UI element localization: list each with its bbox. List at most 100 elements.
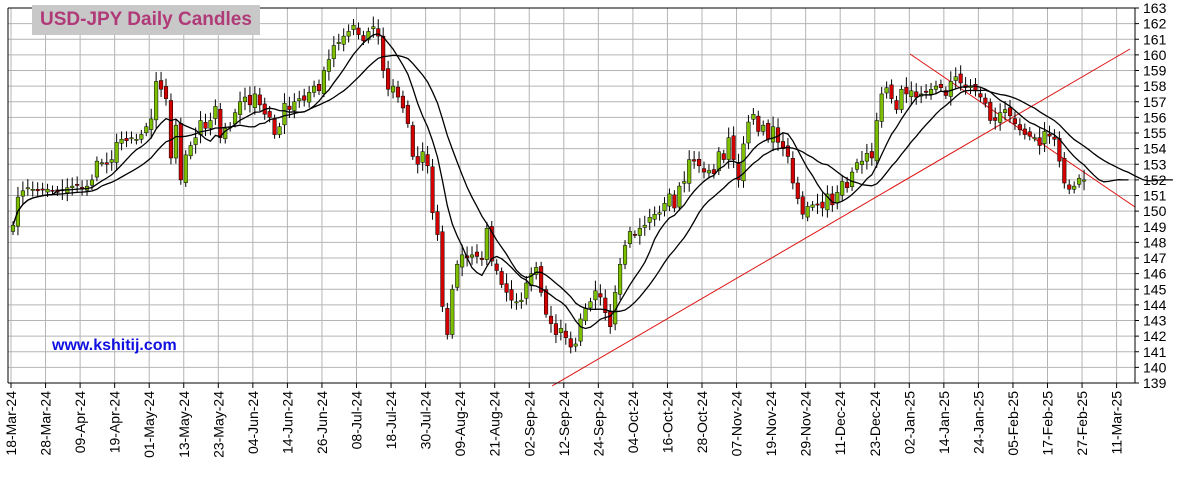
candle-body bbox=[489, 226, 494, 262]
candle-body bbox=[627, 231, 633, 244]
candle-body bbox=[154, 81, 159, 121]
y-tick-label: 143 bbox=[1143, 313, 1167, 329]
x-tick-label: 27-Feb-25 bbox=[1074, 391, 1090, 456]
trendline bbox=[909, 53, 1136, 208]
candle-body bbox=[894, 100, 899, 110]
candle-body bbox=[958, 73, 963, 84]
x-tick-label: 29-Nov-24 bbox=[798, 391, 814, 457]
candle-body bbox=[1062, 158, 1067, 184]
candle-body bbox=[830, 193, 835, 206]
candle-body bbox=[751, 114, 756, 120]
candle-body bbox=[573, 343, 578, 347]
candle-body bbox=[746, 121, 751, 144]
candle-body bbox=[10, 224, 16, 232]
candle-body bbox=[943, 90, 948, 96]
x-tick-label: 07-Nov-24 bbox=[729, 391, 745, 457]
candle-body bbox=[479, 258, 484, 260]
x-tick-label: 04-Jun-24 bbox=[245, 391, 261, 454]
x-axis-tick-labels: 18-Mar-24 28-Mar-24 09-Apr-24 19-Apr-24 01-M… bbox=[3, 383, 1125, 458]
y-tick-label: 156 bbox=[1143, 109, 1167, 125]
candle-body bbox=[785, 145, 790, 157]
candle-body bbox=[588, 301, 593, 309]
trendline bbox=[551, 48, 1131, 387]
candle-body bbox=[736, 162, 741, 181]
y-tick-label: 141 bbox=[1143, 344, 1167, 360]
candle-body bbox=[1042, 131, 1047, 144]
candle-body bbox=[415, 156, 420, 165]
candle-body bbox=[119, 139, 124, 144]
candle-body bbox=[711, 169, 716, 174]
candle-body bbox=[553, 323, 558, 335]
candle-body bbox=[395, 86, 401, 98]
candle-body bbox=[35, 189, 40, 192]
candle-body bbox=[632, 234, 637, 236]
candle-body bbox=[899, 89, 904, 110]
candle-body bbox=[766, 123, 771, 140]
site-watermark-link[interactable]: www.kshitij.com bbox=[52, 337, 177, 354]
candle-body bbox=[134, 139, 139, 141]
candle-body bbox=[642, 224, 647, 228]
candle-body bbox=[1047, 134, 1052, 137]
candle-body bbox=[302, 95, 307, 101]
candle-body bbox=[70, 185, 75, 188]
candle-body bbox=[578, 318, 583, 342]
candle-body bbox=[667, 193, 672, 207]
y-tick-label: 144 bbox=[1143, 297, 1167, 313]
candle-body bbox=[267, 111, 272, 118]
x-tick-label: 18-Jul-24 bbox=[383, 391, 399, 450]
candle-body bbox=[237, 101, 243, 115]
candle-body bbox=[94, 160, 99, 178]
y-tick-label: 160 bbox=[1143, 47, 1167, 63]
candle-body bbox=[75, 184, 80, 186]
candle-body bbox=[805, 206, 810, 218]
candle-body bbox=[40, 188, 45, 191]
x-tick-label: 19-Nov-24 bbox=[763, 391, 779, 457]
candle-body bbox=[1007, 107, 1013, 117]
candle-body bbox=[558, 328, 563, 333]
candle-body bbox=[1017, 124, 1022, 131]
candle-body bbox=[376, 28, 381, 37]
candle-body bbox=[938, 84, 943, 88]
candle-body bbox=[312, 85, 317, 93]
candle-body bbox=[1032, 137, 1037, 140]
x-tick-label: 02-Sep-24 bbox=[521, 391, 537, 457]
trendlines bbox=[551, 48, 1136, 387]
candle-body bbox=[1037, 137, 1042, 146]
candle-body bbox=[410, 125, 415, 157]
x-tick-label: 11-Dec-24 bbox=[832, 391, 848, 456]
candle-body bbox=[593, 290, 598, 301]
y-tick-label: 146 bbox=[1143, 266, 1167, 282]
candle-body bbox=[519, 299, 524, 302]
candle-body bbox=[178, 123, 183, 181]
candle-body bbox=[114, 142, 119, 163]
candle-body bbox=[583, 307, 588, 322]
candle-body bbox=[455, 264, 460, 288]
x-tick-label: 28-Mar-24 bbox=[38, 391, 54, 456]
candle-body bbox=[361, 35, 366, 42]
candle-body bbox=[292, 101, 297, 111]
candle-body bbox=[1052, 136, 1057, 140]
candle-body bbox=[544, 289, 549, 315]
candle-body bbox=[336, 42, 341, 44]
y-tick-label: 139 bbox=[1143, 375, 1167, 391]
candle-body bbox=[247, 94, 252, 106]
candle-body bbox=[622, 245, 628, 265]
candle-body bbox=[810, 204, 815, 208]
candle-body bbox=[257, 94, 262, 106]
x-tick-label: 12-Sep-24 bbox=[556, 391, 572, 457]
candle-body bbox=[756, 115, 761, 132]
candle-body bbox=[400, 95, 405, 109]
y-tick-label: 159 bbox=[1143, 63, 1167, 79]
candle-body bbox=[159, 80, 164, 90]
grid-lines bbox=[8, 7, 1135, 384]
candle-body bbox=[25, 187, 30, 190]
y-tick-label: 152 bbox=[1143, 172, 1167, 188]
moving-average-slow bbox=[12, 54, 1173, 313]
candle-body bbox=[213, 106, 218, 119]
candle-body bbox=[104, 162, 109, 165]
candle-body bbox=[1057, 138, 1062, 162]
candle-body bbox=[499, 271, 504, 285]
candle-body bbox=[563, 330, 568, 338]
candle-body bbox=[242, 96, 248, 102]
